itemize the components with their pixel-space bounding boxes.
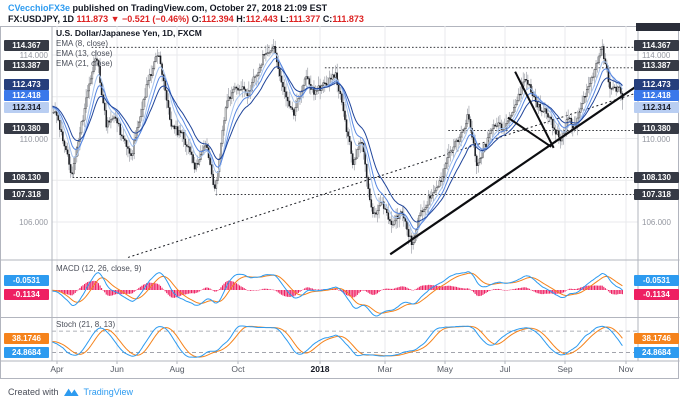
time-axis-label-may: May	[436, 364, 454, 374]
down-arrow-icon: ▼	[110, 14, 120, 24]
stoch_k-axis-badge: 24.8684	[634, 346, 679, 358]
price-gridline-label: 110.000	[642, 134, 671, 144]
high-label: H:	[236, 14, 246, 24]
level-axis-badge: 107.318	[634, 188, 679, 200]
high-value: 112.443	[245, 14, 278, 24]
macd-axis-badge: -0.0531	[4, 274, 49, 286]
level-axis-badge: 108.130	[634, 171, 679, 183]
ema13-legend: EMA (13, close)	[56, 49, 113, 58]
macd-pane-legend: MACD (12, 26, close, 9)	[56, 264, 142, 273]
level-axis-badge: 114.367	[634, 39, 679, 51]
quote-line: FX:USDJPY, 1D 111.873 ▼ −0.521 (−0.46%) …	[8, 14, 364, 24]
tradingview-link[interactable]: TradingView	[83, 386, 134, 397]
hist-axis-badge: -0.1134	[634, 288, 679, 300]
time-axis-label-nov: Nov	[618, 364, 634, 374]
stoch-pane-legend: Stoch (21, 8, 13)	[56, 320, 116, 329]
open-value: 112.394	[201, 14, 234, 24]
footer: Created with TradingView	[8, 386, 133, 397]
ema8-value-badge: 112.314	[634, 101, 679, 113]
ema21-legend: EMA (21, close)	[56, 59, 113, 68]
level-axis-badge: 110.380	[4, 122, 49, 134]
time-axis-label-apr: Apr	[50, 364, 64, 374]
ema21-value-badge: 112.473	[634, 78, 679, 90]
byline-text: published on TradingView.com, October 27…	[72, 3, 328, 13]
author-link[interactable]: CVecchioFX3e	[8, 3, 71, 13]
stoch_d-axis-badge: 38.1746	[634, 332, 679, 344]
last-price: 111.873	[76, 14, 109, 24]
close-label: C:	[322, 14, 333, 24]
price-gridline-label: 106.000	[642, 217, 671, 227]
stoch_k-axis-badge: 24.8684	[4, 346, 49, 358]
close-value: 111.873	[332, 14, 364, 24]
ema8-legend: EMA (8, close)	[56, 39, 109, 48]
price-gridline-label: 114.000	[19, 50, 48, 60]
time-axis-label-2018: 2018	[310, 364, 330, 374]
ema13-value-badge: 112.418	[634, 90, 679, 101]
time-axis-label-mar: Mar	[377, 364, 393, 374]
time-axis-label-jun: Jun	[110, 364, 124, 374]
time-axis-label-sep: Sep	[557, 364, 573, 374]
time-axis-label-aug: Aug	[169, 364, 185, 374]
time-axis-label-jul: Jul	[499, 364, 511, 374]
main-pane-legend: U.S. Dollar/Japanese Yen, 1D, FXCM EMA (…	[56, 28, 202, 69]
level-axis-badge: 108.130	[4, 171, 49, 183]
price-gridline-label: 110.000	[19, 134, 48, 144]
price-gridline-label: 106.000	[19, 217, 48, 227]
symbol-label: FX:USDJPY, 1D	[8, 14, 75, 24]
macd-axis-badge: -0.0531	[634, 274, 679, 286]
ema8-value-badge: 112.314	[4, 101, 49, 113]
level-axis-badge: 113.387	[4, 59, 49, 71]
byline: CVecchioFX3e published on TradingView.co…	[8, 3, 327, 13]
low-value: 111.377	[288, 14, 321, 24]
tradingview-logo-icon	[63, 388, 79, 396]
hist-axis-badge: -0.1134	[4, 288, 49, 300]
level-axis-badge: 107.318	[4, 188, 49, 200]
time-axis-label-oct: Oct	[231, 364, 245, 374]
stoch_d-axis-badge: 38.1746	[4, 332, 49, 344]
open-label: O:	[191, 14, 202, 24]
level-axis-badge: 114.367	[4, 39, 49, 51]
created-with-label: Created with	[8, 386, 59, 397]
ema13-value-badge: 112.418	[4, 90, 49, 101]
level-axis-badge: 113.387	[634, 59, 679, 71]
price-change: −0.521 (−0.46%)	[122, 14, 190, 24]
ema21-value-badge: 112.473	[4, 78, 49, 90]
chart-title: U.S. Dollar/Japanese Yen, 1D, FXCM	[56, 28, 202, 38]
level-axis-badge: 110.380	[634, 122, 679, 134]
low-label: L:	[280, 14, 289, 24]
price-gridline-label: 114.000	[642, 50, 671, 60]
